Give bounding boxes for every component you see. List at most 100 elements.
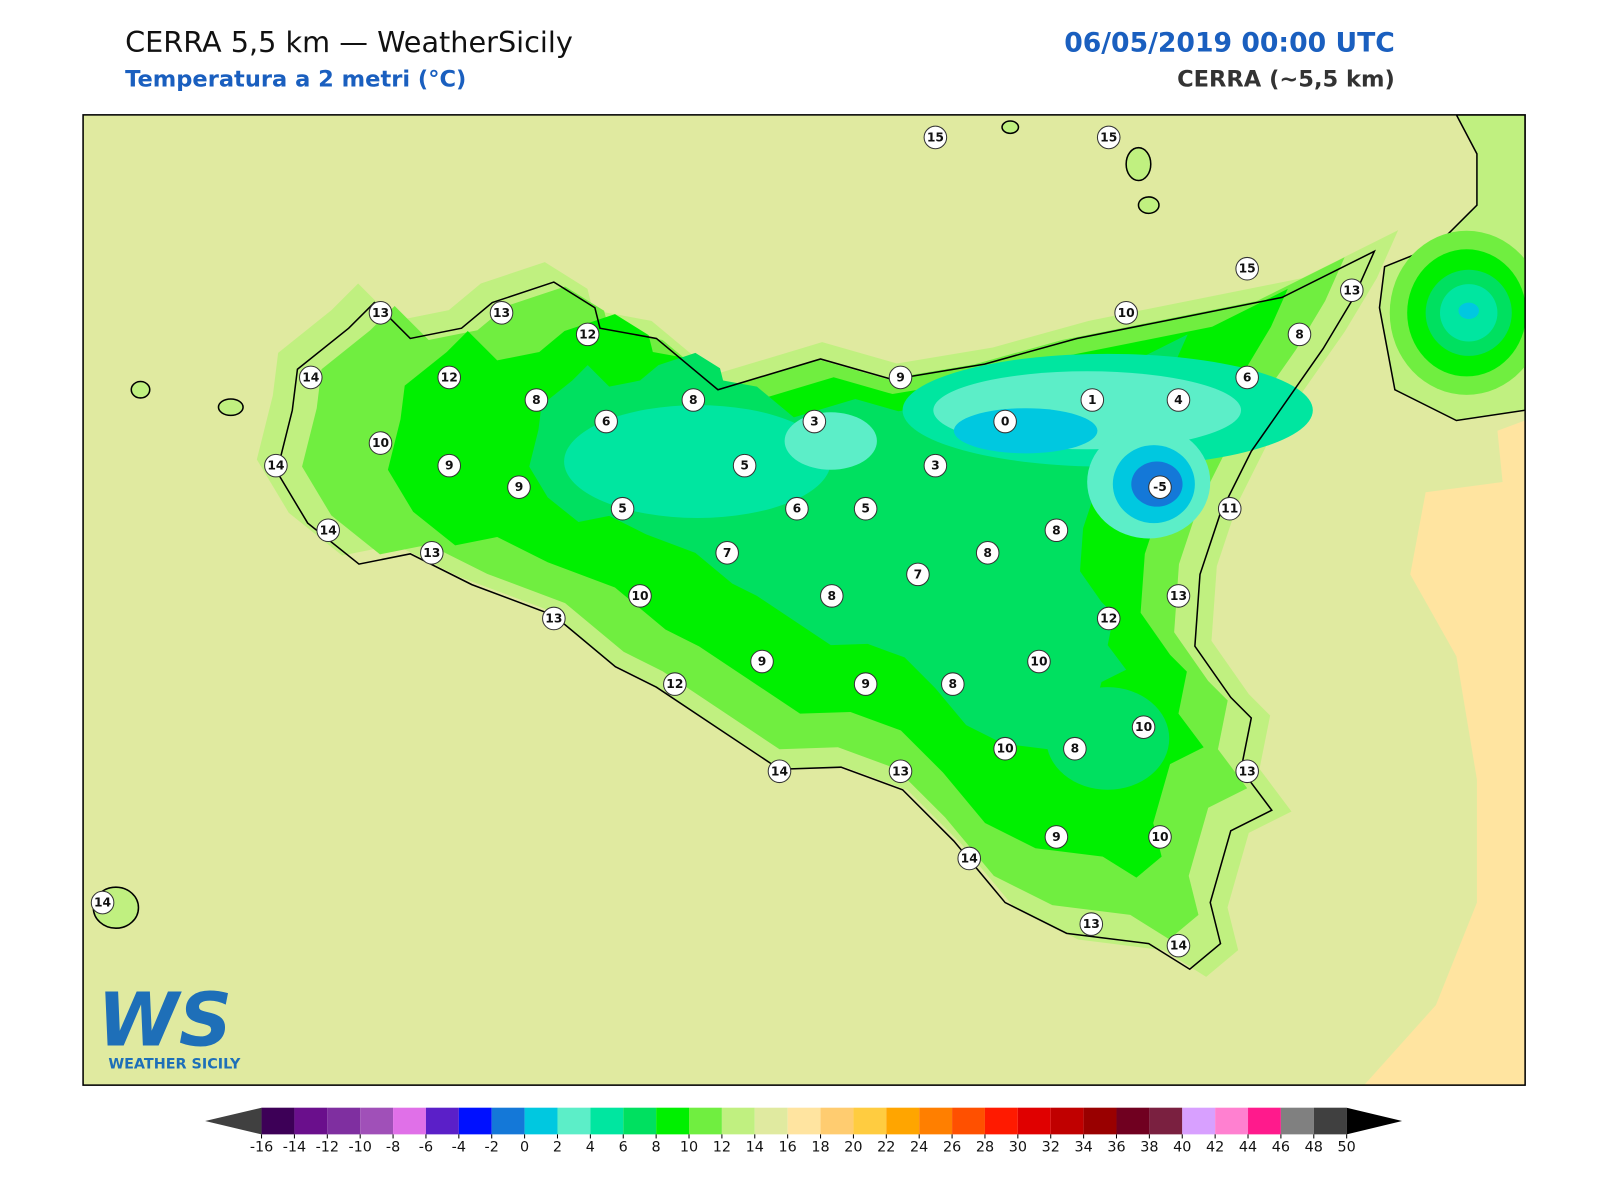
station-value: 9 (1052, 830, 1061, 844)
colorbar-bin (1083, 1107, 1117, 1135)
station-value: 12 (1100, 611, 1117, 625)
station-value: 12 (579, 327, 596, 341)
colorbar-bin (458, 1107, 492, 1135)
station-marker (802, 409, 827, 434)
station-value: 8 (1052, 523, 1061, 537)
station-marker (420, 541, 444, 565)
colorbar-tick-label: 38 (1140, 1140, 1158, 1156)
station-value: 15 (1239, 262, 1256, 276)
station-value: 9 (515, 480, 524, 494)
colorbar-tick-label: 8 (652, 1140, 661, 1156)
colorbar-bin (1017, 1107, 1051, 1135)
station-marker (1166, 584, 1191, 608)
station-marker (663, 672, 687, 696)
station-value: 14 (961, 851, 978, 865)
station-value: 7 (914, 567, 923, 581)
coastline (276, 249, 1376, 971)
station-value: 13 (372, 306, 389, 320)
subtitle: Temperatura a 2 metri (°C) (125, 67, 466, 93)
colorbar-bin (393, 1107, 426, 1135)
station-value: 9 (861, 677, 870, 691)
station-value: 9 (758, 655, 767, 669)
station-value: 8 (983, 546, 992, 560)
colorbar-bin (327, 1107, 361, 1135)
station-value: 11 (1221, 502, 1238, 516)
station-value: 8 (1295, 327, 1304, 341)
colorbar: -16 -14 -12 -10 -8 -6 -4 -2 0 2 4 6 8 10 12 14 16 18 20 22 2… (205, 1107, 1403, 1156)
station-value: 13 (493, 306, 510, 320)
station-value: 14 (302, 370, 319, 384)
colorbar-tick-label: -16 (250, 1140, 273, 1156)
colorbar-tick-label: -4 (452, 1140, 466, 1156)
station-marker (732, 453, 757, 478)
colorbar-tick-label: 42 (1206, 1140, 1224, 1156)
station-value: 6 (1243, 370, 1252, 384)
station-marker (1096, 606, 1121, 631)
station-marker (1131, 715, 1156, 739)
station-value: 12 (441, 370, 458, 384)
station-value: 13 (545, 611, 562, 625)
colorbar-tick-label: 48 (1305, 1140, 1323, 1156)
colorbar-bin (787, 1107, 821, 1135)
island (217, 398, 244, 417)
colorbar-tick-label: 20 (844, 1140, 862, 1156)
station-value: 14 (1170, 939, 1187, 953)
colorbar-tick-label: 12 (713, 1140, 731, 1156)
colorbar-bin (360, 1107, 394, 1135)
contour-6 (1046, 687, 1170, 790)
station-marker (90, 890, 115, 915)
station-marker (975, 541, 1000, 565)
station-marker (1235, 256, 1259, 281)
station-marker (1044, 825, 1069, 849)
island (130, 380, 151, 399)
station-marker (819, 584, 844, 608)
station-marker (594, 409, 618, 434)
station-value: 13 (1083, 917, 1100, 931)
colorbar-tick-label: -2 (485, 1140, 499, 1156)
station-value: 8 (828, 589, 837, 603)
station-value: 0 (1001, 415, 1010, 429)
colorbar-bin (623, 1107, 657, 1135)
colorbar-over (1346, 1107, 1403, 1135)
logo-name: WEATHER SICILY (108, 1057, 241, 1073)
station-value: -5 (1153, 480, 1167, 494)
station-marker (437, 365, 462, 390)
colorbar-bin (1313, 1107, 1347, 1135)
station-marker (1096, 125, 1121, 150)
colorbar-tick-label: -6 (419, 1140, 433, 1156)
station-marker (524, 388, 549, 412)
station-marker (1027, 649, 1051, 674)
station-marker (767, 759, 792, 784)
colorbar-bin (491, 1107, 525, 1135)
station-value: 3 (931, 459, 940, 473)
colorbar-bin (1050, 1107, 1084, 1135)
contour-4 (564, 405, 831, 518)
contour-2 (784, 412, 877, 470)
station-marker (923, 125, 948, 150)
station-marker (853, 496, 878, 521)
station-value: 7 (723, 546, 732, 560)
colorbar-tick-label: 34 (1074, 1140, 1092, 1156)
colorbar-tick-label: 24 (910, 1140, 928, 1156)
station-value: 3 (810, 415, 819, 429)
station-value: 10 (631, 589, 648, 603)
station-value: 12 (666, 677, 683, 691)
station-marker (575, 322, 600, 347)
colorbar-tick-label: 26 (943, 1140, 961, 1156)
colorbar-tick-label: 10 (680, 1140, 698, 1156)
station-value: 15 (1100, 130, 1117, 144)
colorbar-tick-label: 2 (553, 1140, 562, 1156)
station-value: 8 (1071, 742, 1080, 756)
station-marker (681, 388, 706, 412)
station-marker (542, 606, 566, 631)
station-marker (993, 736, 1017, 761)
colorbar-bin (919, 1107, 953, 1135)
station-value: 13 (1239, 764, 1256, 778)
station-marker (750, 649, 774, 674)
colorbar-tick-label: 14 (746, 1140, 764, 1156)
colorbar-bin (1149, 1107, 1183, 1135)
station-marker (628, 584, 652, 608)
station-value: 10 (1118, 306, 1135, 320)
station-value: 9 (896, 370, 905, 384)
